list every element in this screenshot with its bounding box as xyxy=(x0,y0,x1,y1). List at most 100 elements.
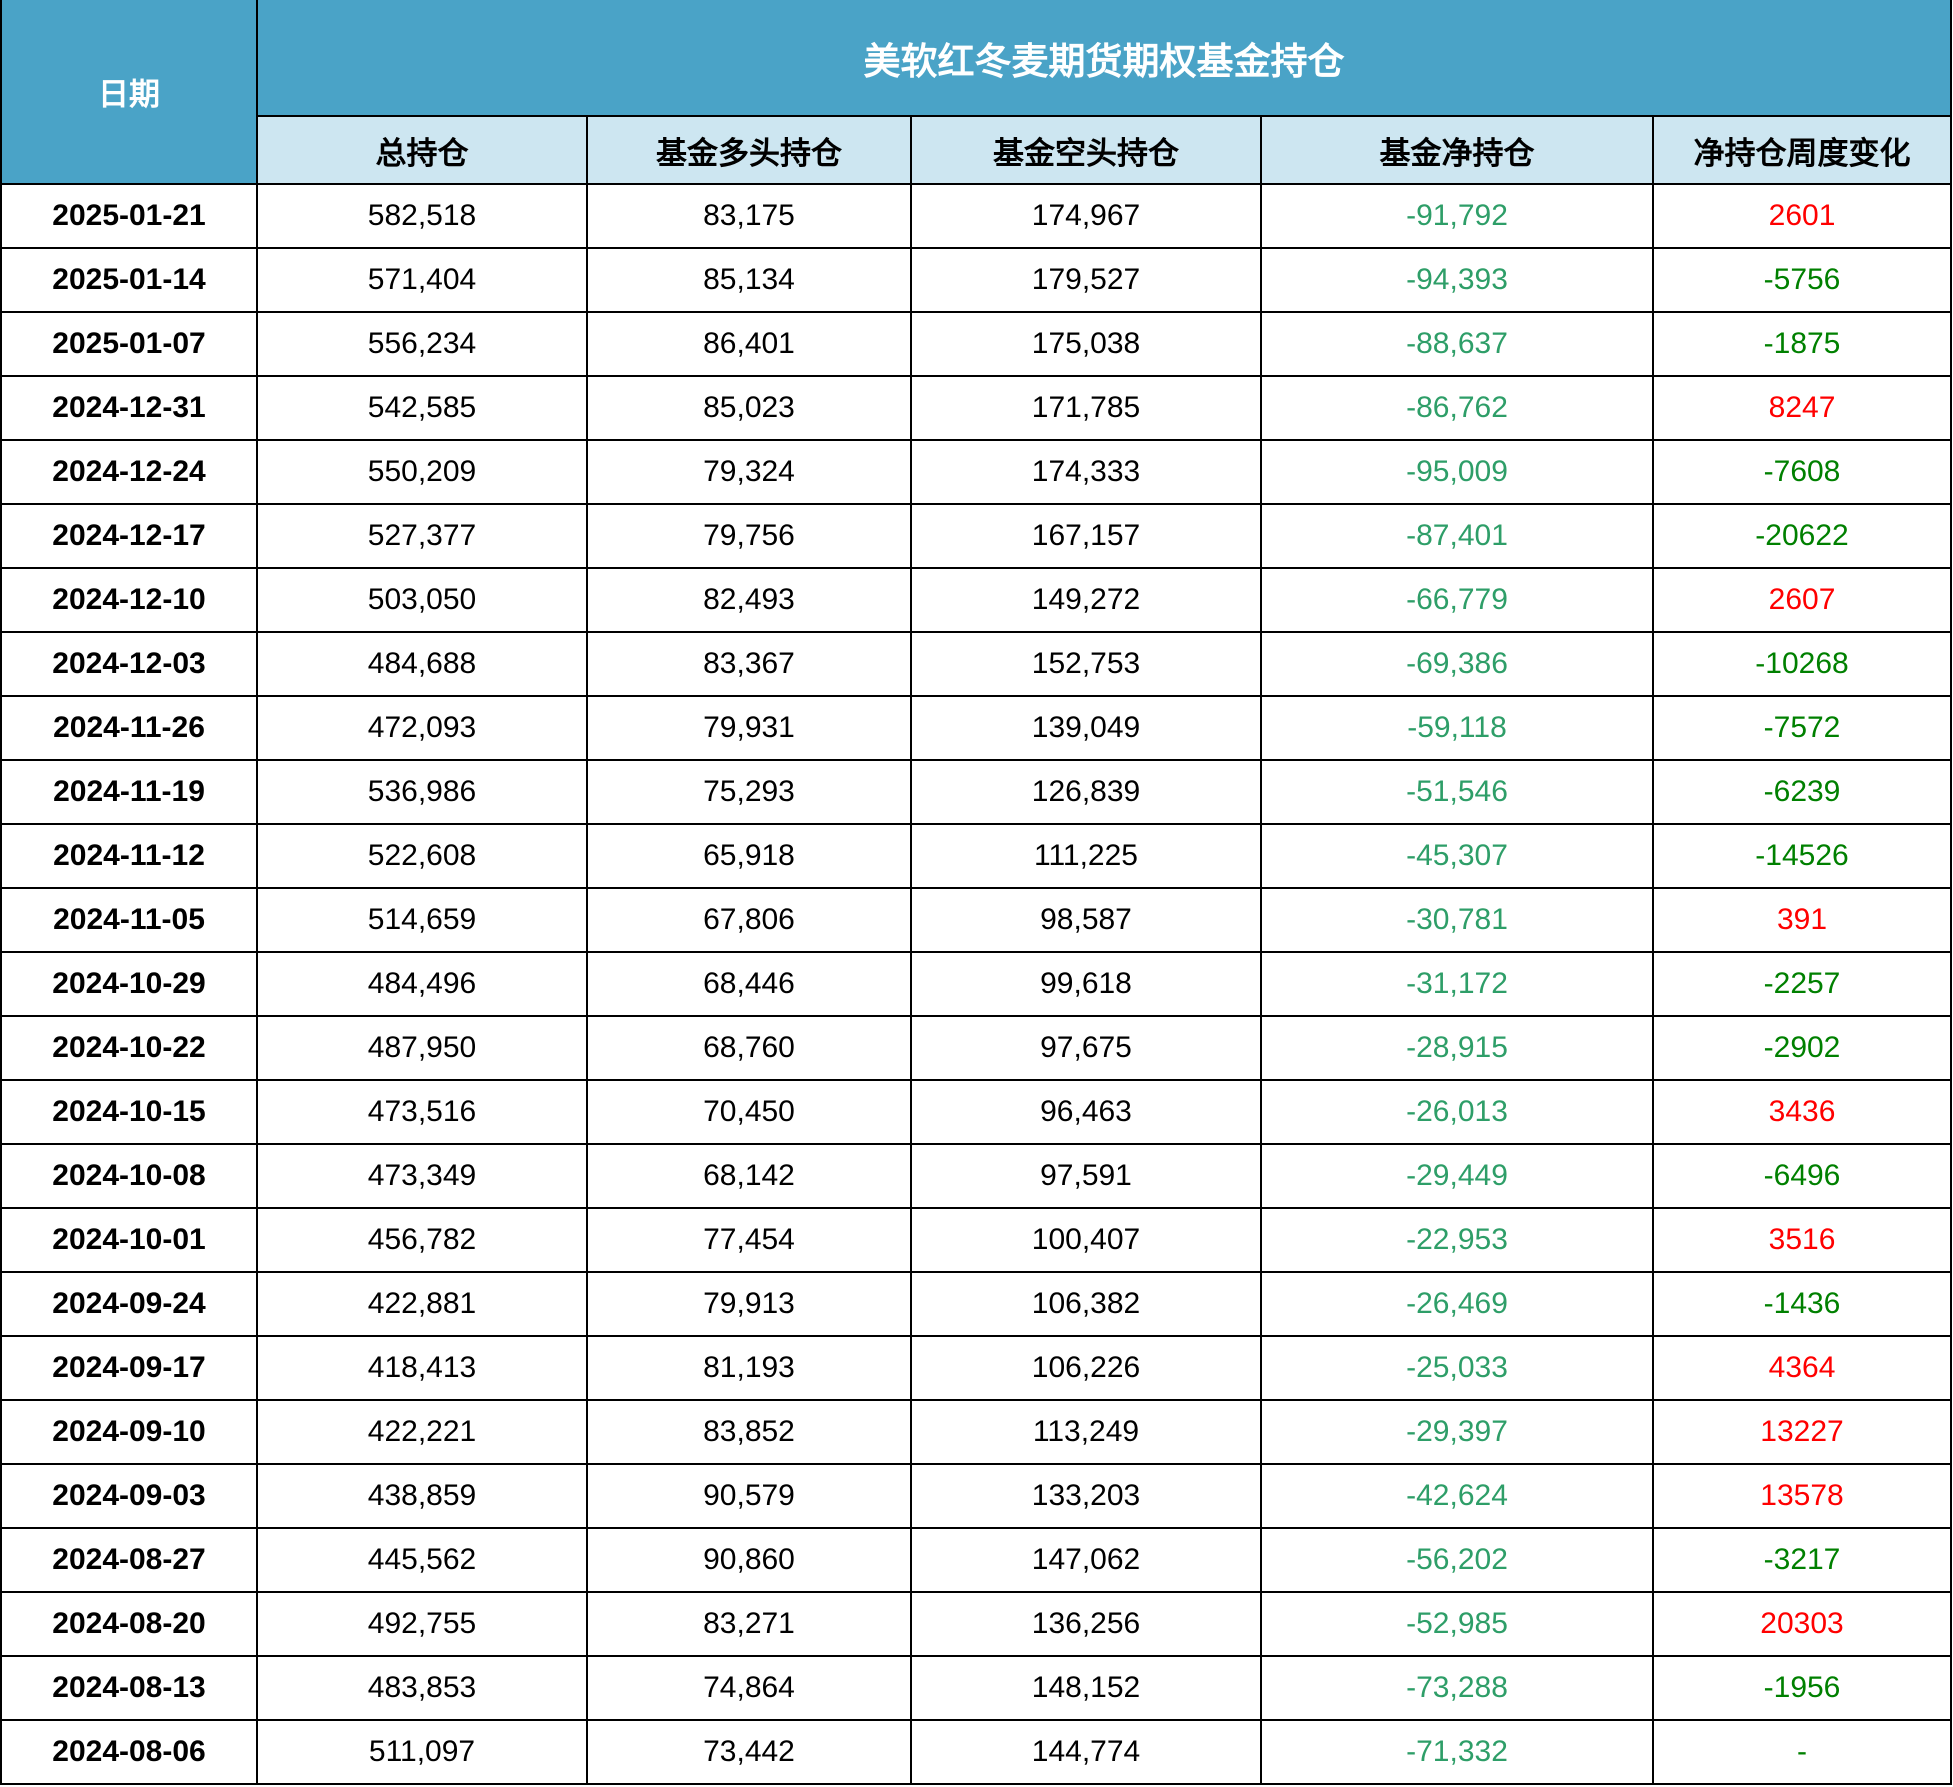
date-cell: 2024-11-19 xyxy=(0,759,258,825)
fund-short-cell: 175,038 xyxy=(910,311,1262,377)
table-title: 美软红冬麦期货期权基金持仓 xyxy=(255,0,1953,117)
fund-net-cell: -25,033 xyxy=(1260,1335,1654,1401)
total-oi-cell: 418,413 xyxy=(256,1335,588,1401)
date-cell: 2024-08-06 xyxy=(0,1719,258,1785)
fund-long-cell: 68,760 xyxy=(586,1015,912,1081)
weekly-change-cell: 2607 xyxy=(1651,567,1953,633)
table-row: 2024-12-31 542,585 85,023 171,785 -86,762 824… xyxy=(0,375,1953,441)
weekly-change-cell: -7608 xyxy=(1651,439,1953,505)
weekly-change-cell: -20622 xyxy=(1651,503,1953,569)
total-oi-cell: 422,221 xyxy=(256,1399,588,1465)
table-row: 2024-09-10 422,221 83,852 113,249 -29,397 132… xyxy=(0,1399,1953,1465)
weekly-change-cell: - xyxy=(1651,1719,1953,1785)
fund-net-cell: -29,449 xyxy=(1260,1143,1654,1209)
weekly-change-cell: -2902 xyxy=(1651,1015,1953,1081)
fund-long-cell: 73,442 xyxy=(586,1719,912,1785)
fund-net-cell: -42,624 xyxy=(1260,1463,1654,1529)
date-cell: 2024-09-17 xyxy=(0,1335,258,1401)
fund-net-cell: -29,397 xyxy=(1260,1399,1654,1465)
date-cell: 2024-09-03 xyxy=(0,1463,258,1529)
weekly-change-cell: -1956 xyxy=(1651,1655,1953,1721)
table-row: 2024-11-26 472,093 79,931 139,049 -59,118 -75… xyxy=(0,695,1953,761)
fund-long-cell: 74,864 xyxy=(586,1655,912,1721)
table-row: 2024-11-12 522,608 65,918 111,225 -45,307 -14… xyxy=(0,823,1953,889)
date-cell: 2024-12-10 xyxy=(0,567,258,633)
date-cell: 2024-11-12 xyxy=(0,823,258,889)
fund-net-cell: -91,792 xyxy=(1260,183,1654,249)
fund-short-cell: 167,157 xyxy=(910,503,1262,569)
fund-net-cell: -52,985 xyxy=(1260,1591,1654,1657)
fund-short-cell: 152,753 xyxy=(910,631,1262,697)
fund-long-cell: 68,142 xyxy=(586,1143,912,1209)
table-row: 2024-10-08 473,349 68,142 97,591 -29,449 -649… xyxy=(0,1143,1953,1209)
fund-net-cell: -86,762 xyxy=(1260,375,1654,441)
fund-long-cell: 83,271 xyxy=(586,1591,912,1657)
date-cell: 2024-09-24 xyxy=(0,1271,258,1337)
total-oi-cell: 456,782 xyxy=(256,1207,588,1273)
weekly-change-cell: -6496 xyxy=(1651,1143,1953,1209)
total-oi-cell: 484,496 xyxy=(256,951,588,1017)
fund-short-cell: 106,226 xyxy=(910,1335,1262,1401)
table-row: 2024-12-03 484,688 83,367 152,753 -69,386 -10… xyxy=(0,631,1953,697)
table-row: 2024-12-24 550,209 79,324 174,333 -95,009 -76… xyxy=(0,439,1953,505)
fund-long-cell: 75,293 xyxy=(586,759,912,825)
weekly-change-cell: 2601 xyxy=(1651,183,1953,249)
date-cell: 2025-01-21 xyxy=(0,183,258,249)
table-row: 2024-11-19 536,986 75,293 126,839 -51,546 -62… xyxy=(0,759,1953,825)
fund-long-cell: 83,367 xyxy=(586,631,912,697)
total-oi-cell: 422,881 xyxy=(256,1271,588,1337)
date-cell: 2024-12-31 xyxy=(0,375,258,441)
total-oi-cell: 571,404 xyxy=(256,247,588,313)
fund-net-cell: -31,172 xyxy=(1260,951,1654,1017)
date-cell: 2024-10-01 xyxy=(0,1207,258,1273)
table-row: 2024-09-17 418,413 81,193 106,226 -25,033 436… xyxy=(0,1335,1953,1401)
fund-net-cell: -28,915 xyxy=(1260,1015,1654,1081)
fund-short-cell: 97,591 xyxy=(910,1143,1262,1209)
total-oi-cell: 503,050 xyxy=(256,567,588,633)
fund-net-cell: -87,401 xyxy=(1260,503,1654,569)
fund-long-cell: 86,401 xyxy=(586,311,912,377)
weekly-change-cell: 4364 xyxy=(1651,1335,1953,1401)
fund-short-cell: 174,967 xyxy=(910,183,1262,249)
date-cell: 2024-08-27 xyxy=(0,1527,258,1593)
date-cell: 2024-09-10 xyxy=(0,1399,258,1465)
fund-net-cell: -95,009 xyxy=(1260,439,1654,505)
fund-short-cell: 106,382 xyxy=(910,1271,1262,1337)
fund-long-cell: 90,579 xyxy=(586,1463,912,1529)
weekly-change-cell: 3436 xyxy=(1651,1079,1953,1145)
fund-net-cell: -71,332 xyxy=(1260,1719,1654,1785)
fund-short-cell: 96,463 xyxy=(910,1079,1262,1145)
weekly-change-cell: -10268 xyxy=(1651,631,1953,697)
table-row: 2024-11-05 514,659 67,806 98,587 -30,781 391 xyxy=(0,887,1953,953)
weekly-change-cell: -1875 xyxy=(1651,311,1953,377)
fund-net-cell: -22,953 xyxy=(1260,1207,1654,1273)
fund-short-cell: 139,049 xyxy=(910,695,1262,761)
table-body: 2025-01-21 582,518 83,175 174,967 -91,792 260… xyxy=(0,183,1953,1785)
weekly-change-cell: -7572 xyxy=(1651,695,1953,761)
table-row: 2024-08-20 492,755 83,271 136,256 -52,985 203… xyxy=(0,1591,1953,1657)
fund-long-cell: 67,806 xyxy=(586,887,912,953)
fund-long-cell: 79,756 xyxy=(586,503,912,569)
weekly-change-cell: 20303 xyxy=(1651,1591,1953,1657)
date-cell: 2024-10-08 xyxy=(0,1143,258,1209)
fund-short-cell: 98,587 xyxy=(910,887,1262,953)
total-oi-cell: 487,950 xyxy=(256,1015,588,1081)
weekly-change-cell: -14526 xyxy=(1651,823,1953,889)
table-row: 2025-01-14 571,404 85,134 179,527 -94,393 -57… xyxy=(0,247,1953,313)
table-row: 2024-12-17 527,377 79,756 167,157 -87,401 -20… xyxy=(0,503,1953,569)
total-oi-cell: 514,659 xyxy=(256,887,588,953)
fund-short-cell: 144,774 xyxy=(910,1719,1262,1785)
fund-net-cell: -51,546 xyxy=(1260,759,1654,825)
table-row: 2024-12-10 503,050 82,493 149,272 -66,779 260… xyxy=(0,567,1953,633)
fund-long-cell: 81,193 xyxy=(586,1335,912,1401)
total-oi-cell: 582,518 xyxy=(256,183,588,249)
date-cell: 2024-08-13 xyxy=(0,1655,258,1721)
total-oi-cell: 556,234 xyxy=(256,311,588,377)
total-oi-header: 总持仓 xyxy=(256,115,588,185)
total-oi-cell: 483,853 xyxy=(256,1655,588,1721)
table-row: 2024-10-22 487,950 68,760 97,675 -28,915 -290… xyxy=(0,1015,1953,1081)
fund-short-cell: 149,272 xyxy=(910,567,1262,633)
total-oi-cell: 527,377 xyxy=(256,503,588,569)
table-row: 2025-01-21 582,518 83,175 174,967 -91,792 260… xyxy=(0,183,1953,249)
total-oi-cell: 511,097 xyxy=(256,1719,588,1785)
